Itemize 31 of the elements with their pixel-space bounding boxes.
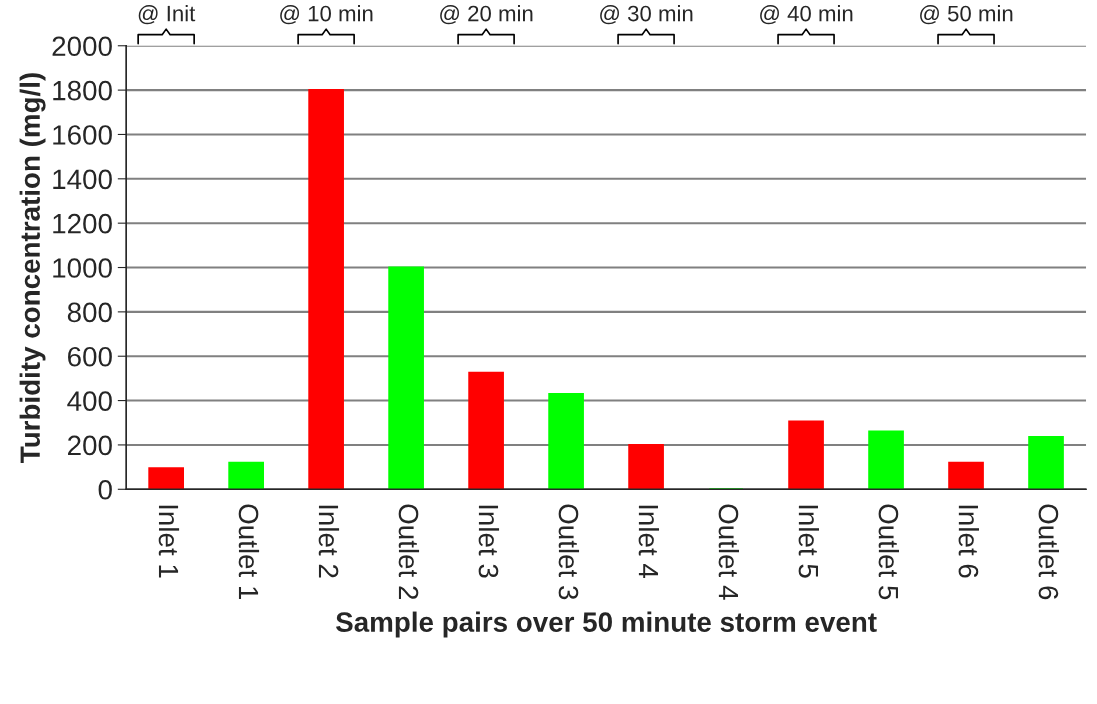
y-tick-label: 600 <box>68 346 112 367</box>
text: @ 20 min <box>440 5 533 25</box>
y-tick-label: 1400 <box>53 169 112 190</box>
y-tick-label: 1000 <box>53 258 112 278</box>
x-tick-label: Outlet 6 <box>1038 504 1059 600</box>
x-tick-label: Outlet 5 <box>878 504 899 600</box>
y-axis-title: Turbidity concentration (mg/l) <box>19 73 46 463</box>
x-tick-label: Inlet 3 <box>478 505 500 578</box>
y-tick-label: 800 <box>67 302 112 323</box>
x-axis-title: Sample pairs over 50 minute storm event <box>335 611 877 638</box>
x-tick-label: Inlet 5 <box>798 505 820 578</box>
x-tick-label: Inlet 6 <box>958 505 979 578</box>
y-tick-label: 1200 <box>53 213 112 234</box>
x-tick-label: Inlet 1 <box>158 505 180 578</box>
y-tick-label: 400 <box>67 391 112 411</box>
x-tick-label: Inlet 4 <box>638 505 660 579</box>
x-tick-label: Outlet 1 <box>238 504 260 600</box>
text: @ 50 min <box>920 5 1013 25</box>
y-tick-label: 1800 <box>53 80 112 101</box>
x-tick-label: Outlet 4 <box>718 504 740 600</box>
y-tick-label: 0 <box>98 479 112 500</box>
x-tick-label: Inlet 2 <box>318 505 340 578</box>
text: @ 30 min <box>600 5 693 25</box>
x-tick-label: Outlet 2 <box>398 504 420 600</box>
text: @ 10 min <box>280 5 373 25</box>
text: @ 40 min <box>760 5 853 25</box>
y-tick-label: 1600 <box>53 125 112 145</box>
x-tick-label: Outlet 3 <box>558 504 580 600</box>
text: @ Init <box>138 5 196 25</box>
y-tick-label: 2000 <box>52 36 112 57</box>
y-tick-label: 200 <box>68 435 112 456</box>
